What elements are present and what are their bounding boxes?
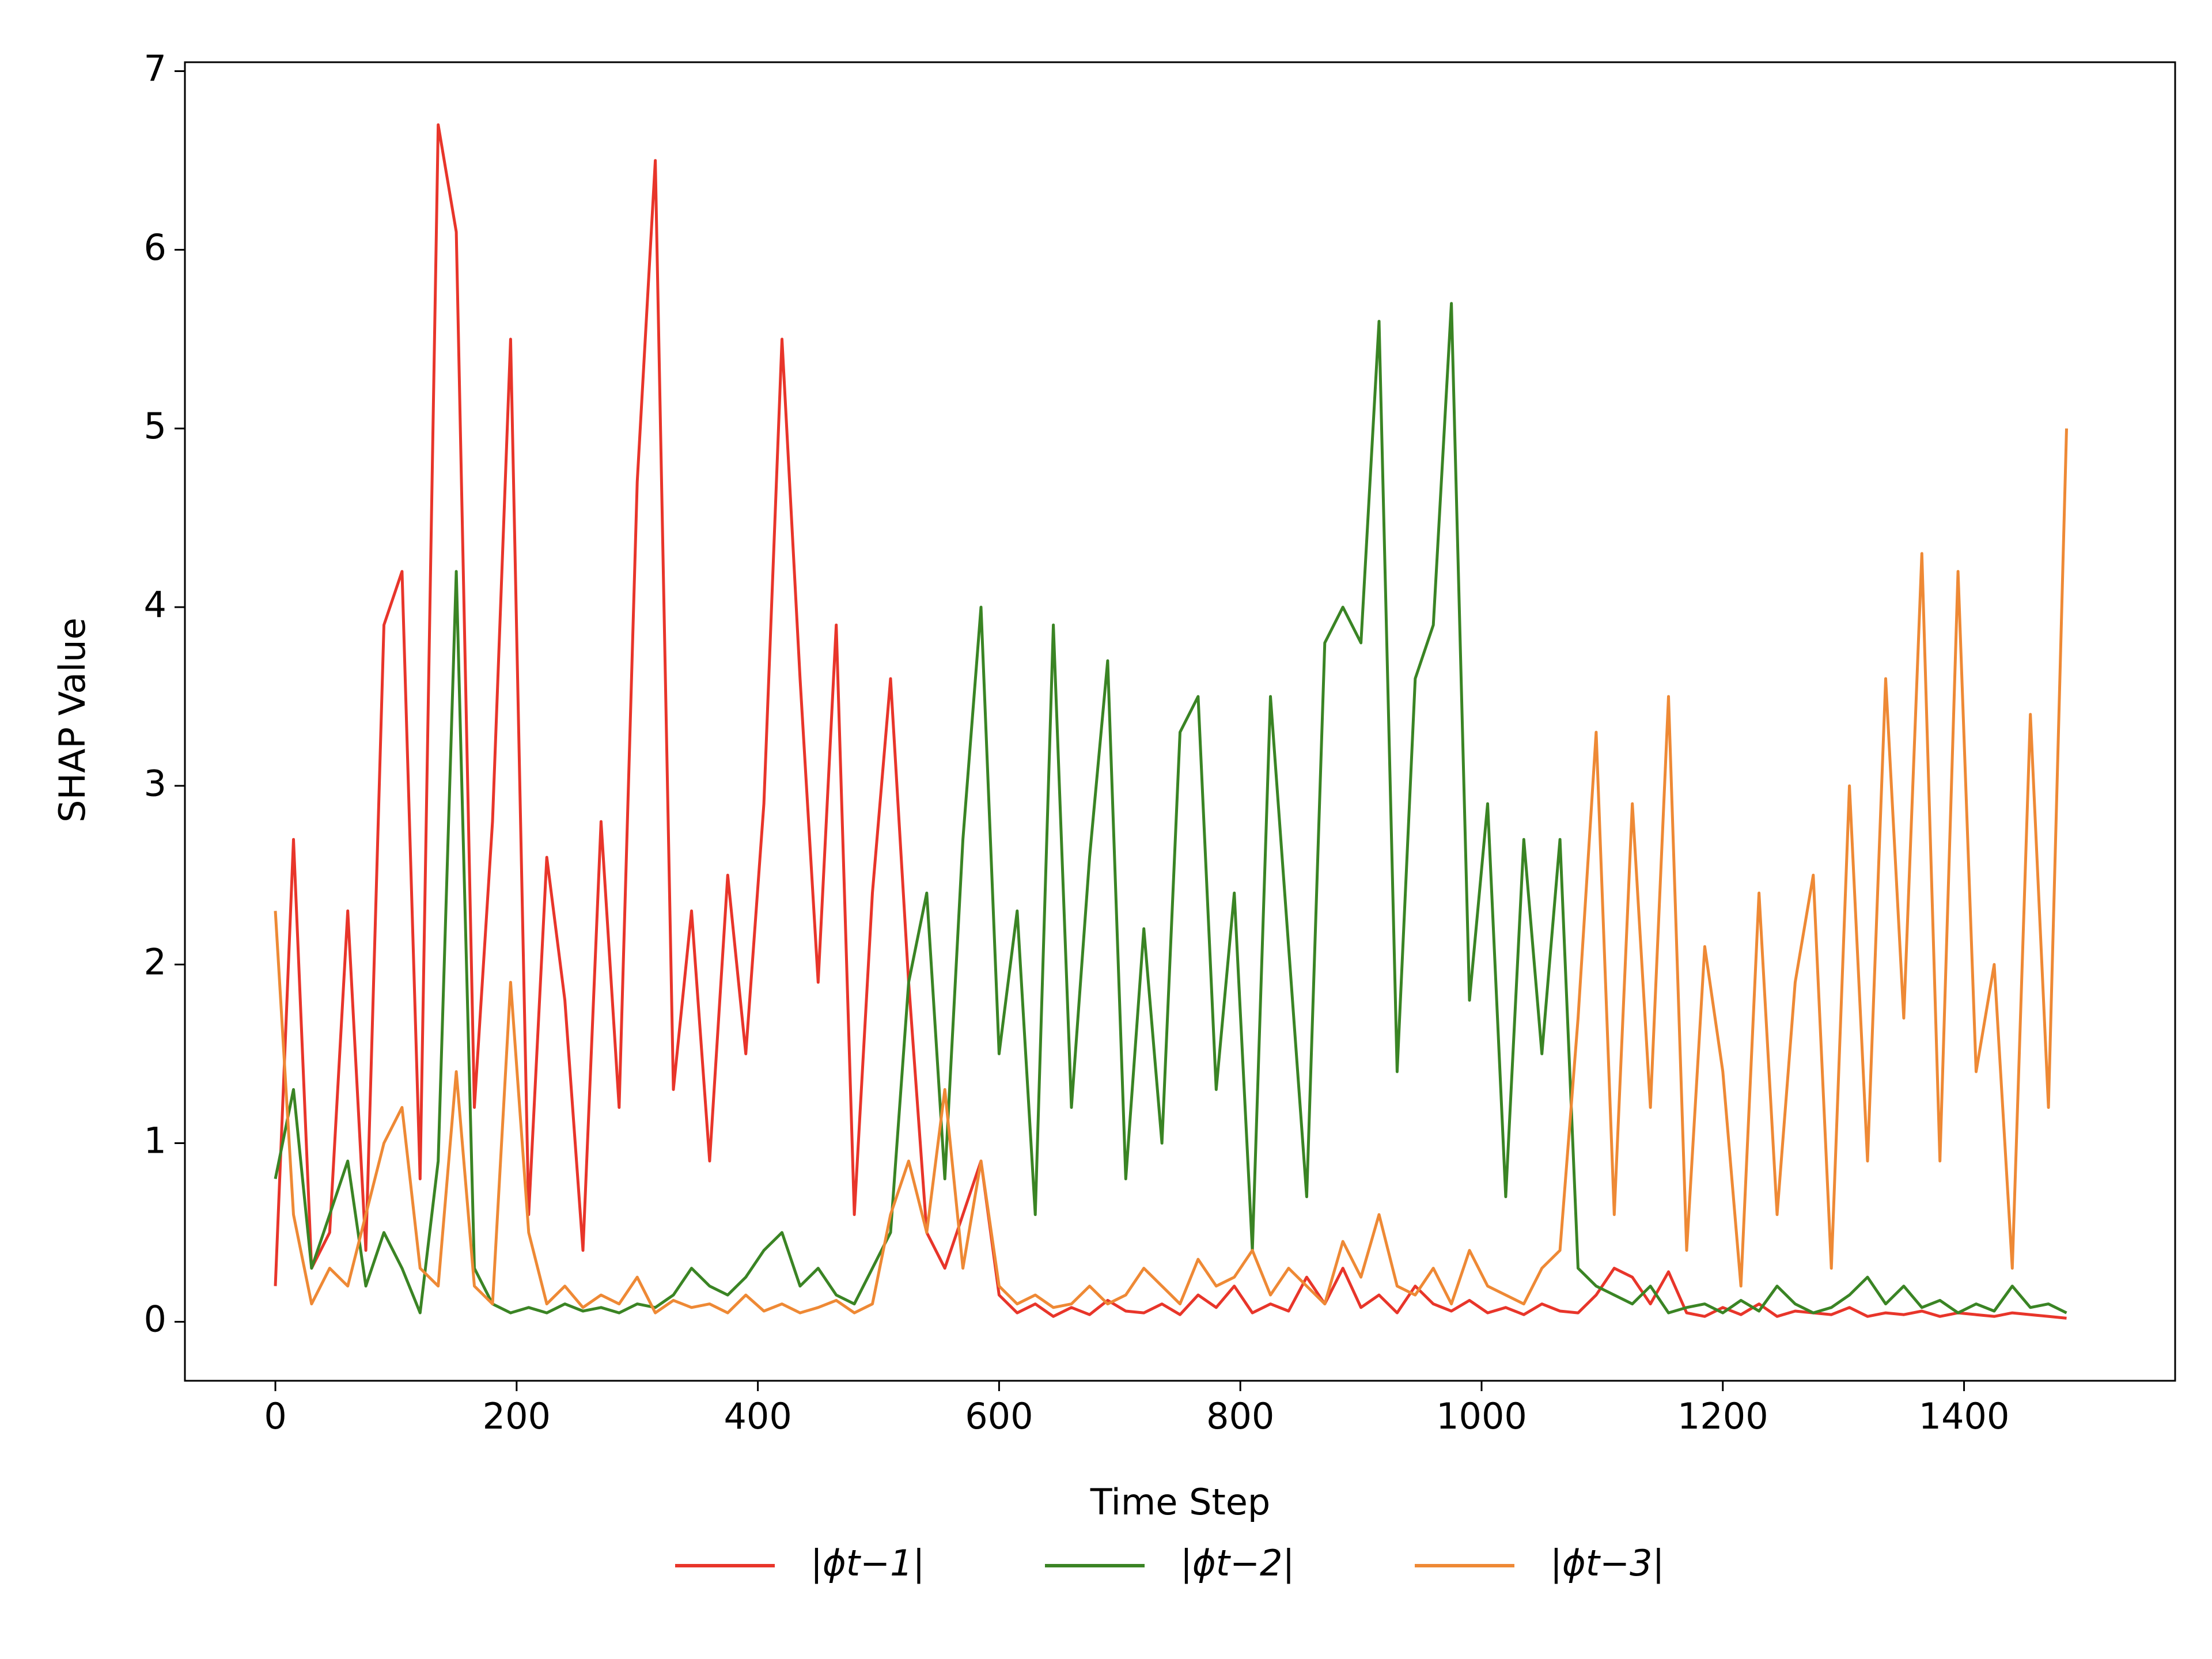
data-line — [274, 123, 2067, 1320]
y-axis-label: SHAP Value — [51, 618, 93, 823]
y-tick-label: 0 — [144, 1298, 166, 1340]
legend-label: |ϕt−2| — [1180, 1542, 1294, 1585]
y-tick-label: 5 — [144, 405, 166, 447]
x-tick-label: 1200 — [1677, 1395, 1768, 1437]
data-line — [274, 302, 2067, 1315]
x-tick-label: 400 — [724, 1395, 791, 1437]
x-tick-label: 600 — [965, 1395, 1033, 1437]
y-tick-label: 7 — [144, 48, 166, 90]
y-tick-label: 6 — [144, 226, 166, 268]
x-tick-label: 1400 — [1919, 1395, 2010, 1437]
x-tick-label: 1000 — [1436, 1395, 1527, 1437]
data-line — [274, 428, 2068, 1315]
x-tick-label: 200 — [483, 1395, 551, 1437]
legend-label: |ϕt−3| — [1550, 1542, 1664, 1585]
plot-frame — [184, 61, 2176, 1382]
x-axis-label: Time Step — [1090, 1481, 1271, 1523]
x-tick-label: 800 — [1206, 1395, 1274, 1437]
y-tick-label: 2 — [144, 941, 166, 983]
x-tick-label: 0 — [264, 1395, 286, 1437]
y-tick-label: 4 — [144, 584, 166, 626]
y-tick-label: 3 — [144, 762, 166, 804]
legend-label: |ϕt−1| — [810, 1542, 925, 1585]
y-tick-label: 1 — [144, 1120, 166, 1162]
